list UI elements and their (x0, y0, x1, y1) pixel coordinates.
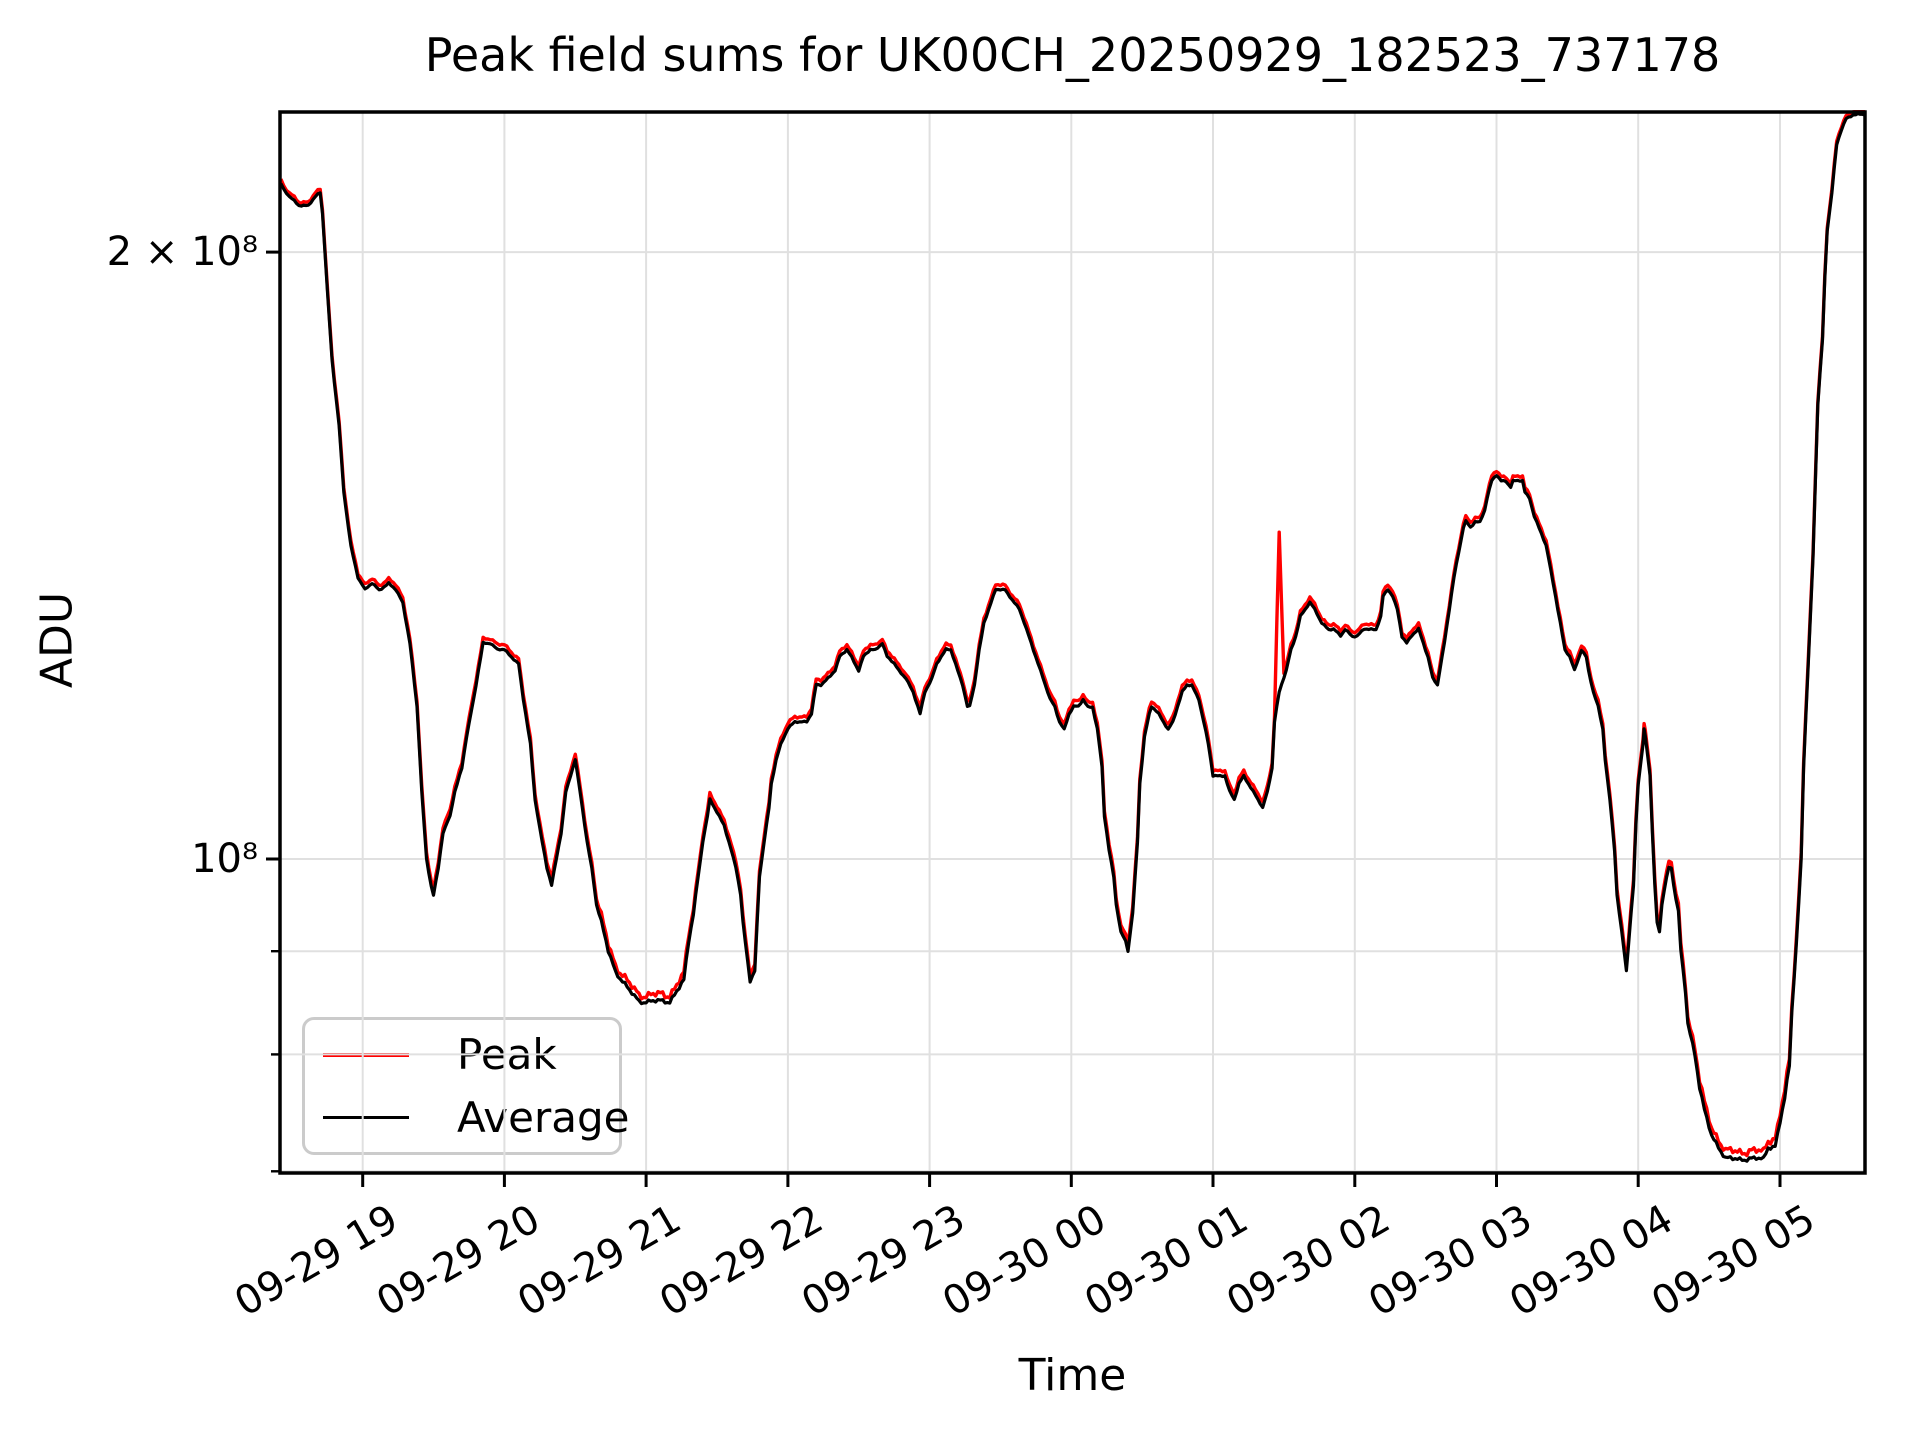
legend-item-average: Average (319, 1093, 629, 1142)
plot-border (278, 110, 1867, 1175)
axis-ticks (266, 250, 1782, 1187)
average-line-swatch (323, 1116, 409, 1119)
chart-title: Peak field sums for UK00CH_20250929_1825… (424, 28, 1721, 82)
gridlines (280, 112, 1865, 1173)
y-tick-label: 10⁸ (191, 836, 258, 882)
legend-label-average: Average (457, 1093, 630, 1142)
series-lines (279, 110, 1866, 1163)
x-axis-label: Time (1018, 1350, 1127, 1401)
peak-line (279, 110, 1866, 1158)
average-line (279, 112, 1866, 1163)
y-tick-label: 2 × 10⁸ (106, 229, 258, 276)
